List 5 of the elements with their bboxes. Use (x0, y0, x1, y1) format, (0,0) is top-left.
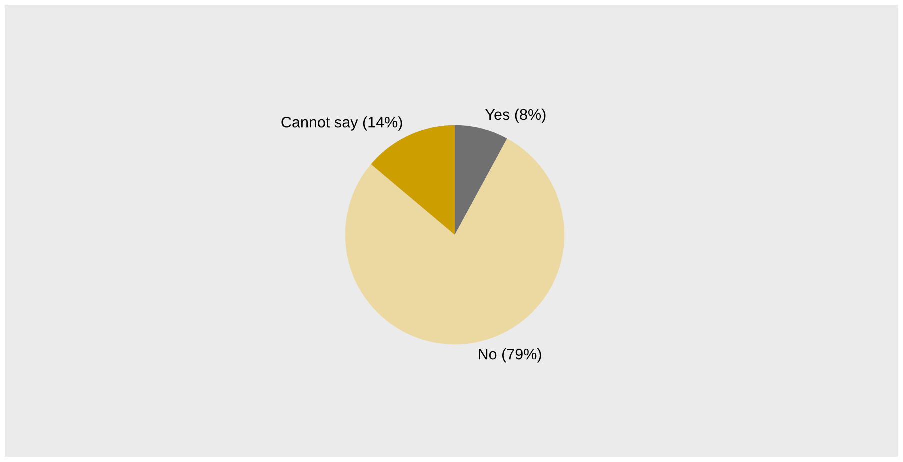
slice-label: No (79%) (479, 348, 542, 363)
slice-label: Cannot say (14%) (282, 116, 402, 131)
slice-label: Yes (8%) (486, 108, 546, 124)
pie-slice (455, 125, 508, 235)
pie-slice (345, 138, 565, 345)
